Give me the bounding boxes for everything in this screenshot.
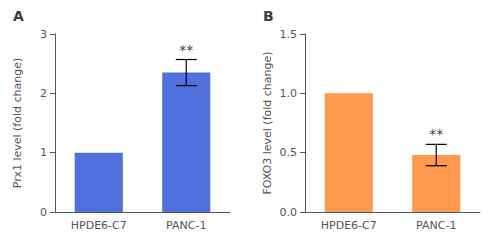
svg-text:3: 3 bbox=[40, 28, 47, 41]
svg-text:Prx1 level (fold change): Prx1 level (fold change) bbox=[11, 58, 24, 189]
svg-text:0: 0 bbox=[40, 206, 47, 219]
svg-text:**: ** bbox=[179, 42, 193, 58]
svg-text:0.0: 0.0 bbox=[280, 206, 298, 219]
svg-text:HPDE6-C7: HPDE6-C7 bbox=[321, 219, 377, 232]
svg-text:0.5: 0.5 bbox=[280, 146, 298, 159]
svg-text:1: 1 bbox=[40, 146, 47, 159]
svg-text:2: 2 bbox=[40, 87, 47, 100]
svg-text:B: B bbox=[263, 8, 274, 24]
svg-text:PANC-1: PANC-1 bbox=[416, 219, 456, 232]
svg-text:PANC-1: PANC-1 bbox=[166, 219, 206, 232]
svg-text:**: ** bbox=[429, 126, 443, 142]
svg-text:FOXO3 level (fold change): FOXO3 level (fold change) bbox=[261, 51, 274, 194]
svg-text:1.5: 1.5 bbox=[280, 28, 298, 41]
svg-text:HPDE6-C7: HPDE6-C7 bbox=[71, 219, 127, 232]
svg-text:1.0: 1.0 bbox=[280, 87, 298, 100]
svg-text:A: A bbox=[13, 8, 24, 24]
